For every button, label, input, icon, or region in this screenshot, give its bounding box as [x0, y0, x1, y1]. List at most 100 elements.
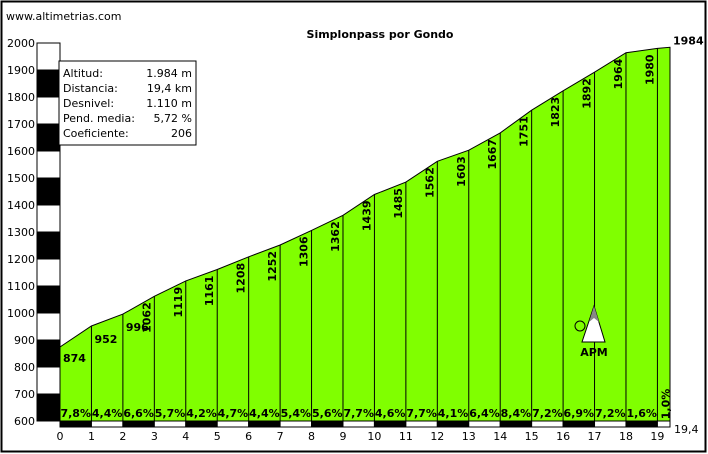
gradient-label: 7,8%	[60, 407, 91, 420]
chart-title: Simplonpass por Gondo	[307, 28, 454, 41]
y-tick-label: 1000	[7, 307, 35, 320]
x-tick-label: 13	[462, 430, 476, 443]
gradient-label: 6,4%	[469, 407, 500, 420]
x-scale-block	[468, 420, 501, 428]
x-scale-block	[405, 420, 438, 428]
gradient-label: 6,6%	[123, 407, 154, 420]
x-scale-block	[562, 420, 596, 428]
y-scale-block	[36, 258, 61, 287]
gradient-label: 6,9%	[564, 407, 595, 420]
x-scale-block	[185, 420, 218, 428]
y-tick-label: 600	[14, 415, 35, 428]
y-tick-label: 1400	[7, 199, 35, 212]
x-tick-label: 1	[88, 430, 95, 443]
elevation-area	[59, 46, 671, 422]
y-tick-label: 1200	[7, 253, 35, 266]
stats-value: 206	[171, 127, 192, 140]
y-tick-label: 1800	[7, 91, 35, 104]
y-scale-block	[36, 231, 61, 260]
y-tick-label: 1300	[7, 226, 35, 239]
y-tick-label: 2000	[7, 37, 35, 50]
y-tick-label: 1700	[7, 118, 35, 131]
x-tick-label: 11	[399, 430, 413, 443]
x-tick-label: 4	[182, 430, 189, 443]
gradient-label: 8,4%	[501, 407, 532, 420]
altitude-label: 1119	[172, 287, 185, 318]
altitude-label: 1603	[455, 156, 468, 187]
y-tick-label: 900	[14, 334, 35, 347]
altitude-label: 1562	[423, 167, 436, 198]
x-scale-block	[531, 420, 564, 428]
altitude-label: 1208	[235, 263, 248, 294]
x-scale-block	[656, 420, 671, 428]
stats-box	[58, 60, 197, 146]
x-tick-label: 7	[277, 430, 284, 443]
gradient-label: 4,1%	[438, 407, 469, 420]
altitude-label: 1964	[612, 58, 625, 89]
altitude-label: 1062	[140, 302, 153, 333]
x-tick-label: 8	[308, 430, 315, 443]
gradient-label: 5,6%	[312, 407, 343, 420]
altitude-label: 874	[63, 352, 86, 365]
x-scale-block	[311, 420, 344, 428]
y-scale-block	[36, 69, 61, 98]
x-tick-label: 16	[556, 430, 570, 443]
altitude-label: 1485	[392, 188, 405, 219]
x-scale-block	[153, 420, 187, 428]
x-tick-label: 0	[57, 430, 64, 443]
x-scale-block	[90, 420, 124, 428]
altitude-label: 1306	[298, 236, 311, 267]
altitude-label: 952	[94, 333, 117, 346]
x-tick-label: 18	[619, 430, 633, 443]
gradient-label: 4,6%	[375, 407, 406, 420]
y-scale-block	[36, 339, 61, 368]
altitude-label: 1980	[643, 54, 656, 85]
x-scale-block	[499, 420, 533, 428]
apm-logo-snowcap	[589, 306, 599, 322]
stats-value: 1.984 m	[146, 67, 192, 80]
x-tick-label: 10	[367, 430, 381, 443]
stats-value: 5,72 %	[154, 112, 192, 125]
y-tick-label: 1500	[7, 172, 35, 185]
y-tick-label: 1900	[7, 64, 35, 77]
y-scale-block	[36, 42, 61, 71]
gradient-label: 7,2%	[532, 407, 563, 420]
x-tick-label: 5	[214, 430, 221, 443]
altitude-label: 996	[126, 321, 149, 334]
site-url: www.altimetrias.com	[6, 10, 121, 23]
x-tick-label: 17	[588, 430, 602, 443]
altitude-label: 1892	[581, 78, 594, 109]
altitude-label: 1161	[203, 276, 216, 307]
stats-value: 19,4 km	[147, 82, 192, 95]
y-tick-label: 1600	[7, 145, 35, 158]
gradient-label: 7,2%	[595, 407, 626, 420]
gradient-label: 5,4%	[281, 407, 312, 420]
x-tick-label: 2	[119, 430, 126, 443]
gradient-label: 4,4%	[249, 407, 280, 420]
x-tick-label: 12	[430, 430, 444, 443]
gradient-label: 5,7%	[155, 407, 186, 420]
altitude-label: 1252	[266, 251, 279, 282]
apm-logo-text: APM	[580, 346, 608, 359]
stats-value: 1.110 m	[146, 97, 192, 110]
x-scale-block	[216, 420, 250, 428]
x-tick-label: 3	[151, 430, 158, 443]
x-scale-block	[279, 420, 313, 428]
apm-logo-mountain	[581, 304, 606, 343]
altitude-label: 1667	[486, 139, 499, 170]
y-tick-label: 1100	[7, 280, 35, 293]
x-scale-block	[122, 420, 155, 428]
apm-logo-cyclist-icon	[574, 320, 586, 332]
x-tick-label: 9	[339, 430, 346, 443]
altitude-label: 1439	[360, 200, 373, 231]
stats-label: Distancia:	[63, 82, 118, 95]
gradient-label: 4,4%	[92, 407, 123, 420]
x-scale-block	[342, 420, 375, 428]
x-end-label: 19,4	[674, 423, 699, 436]
gradient-label: 7,7%	[406, 407, 437, 420]
y-scale-block	[36, 123, 61, 152]
y-tick-label: 700	[14, 388, 35, 401]
altitude-label: 1823	[549, 97, 562, 128]
